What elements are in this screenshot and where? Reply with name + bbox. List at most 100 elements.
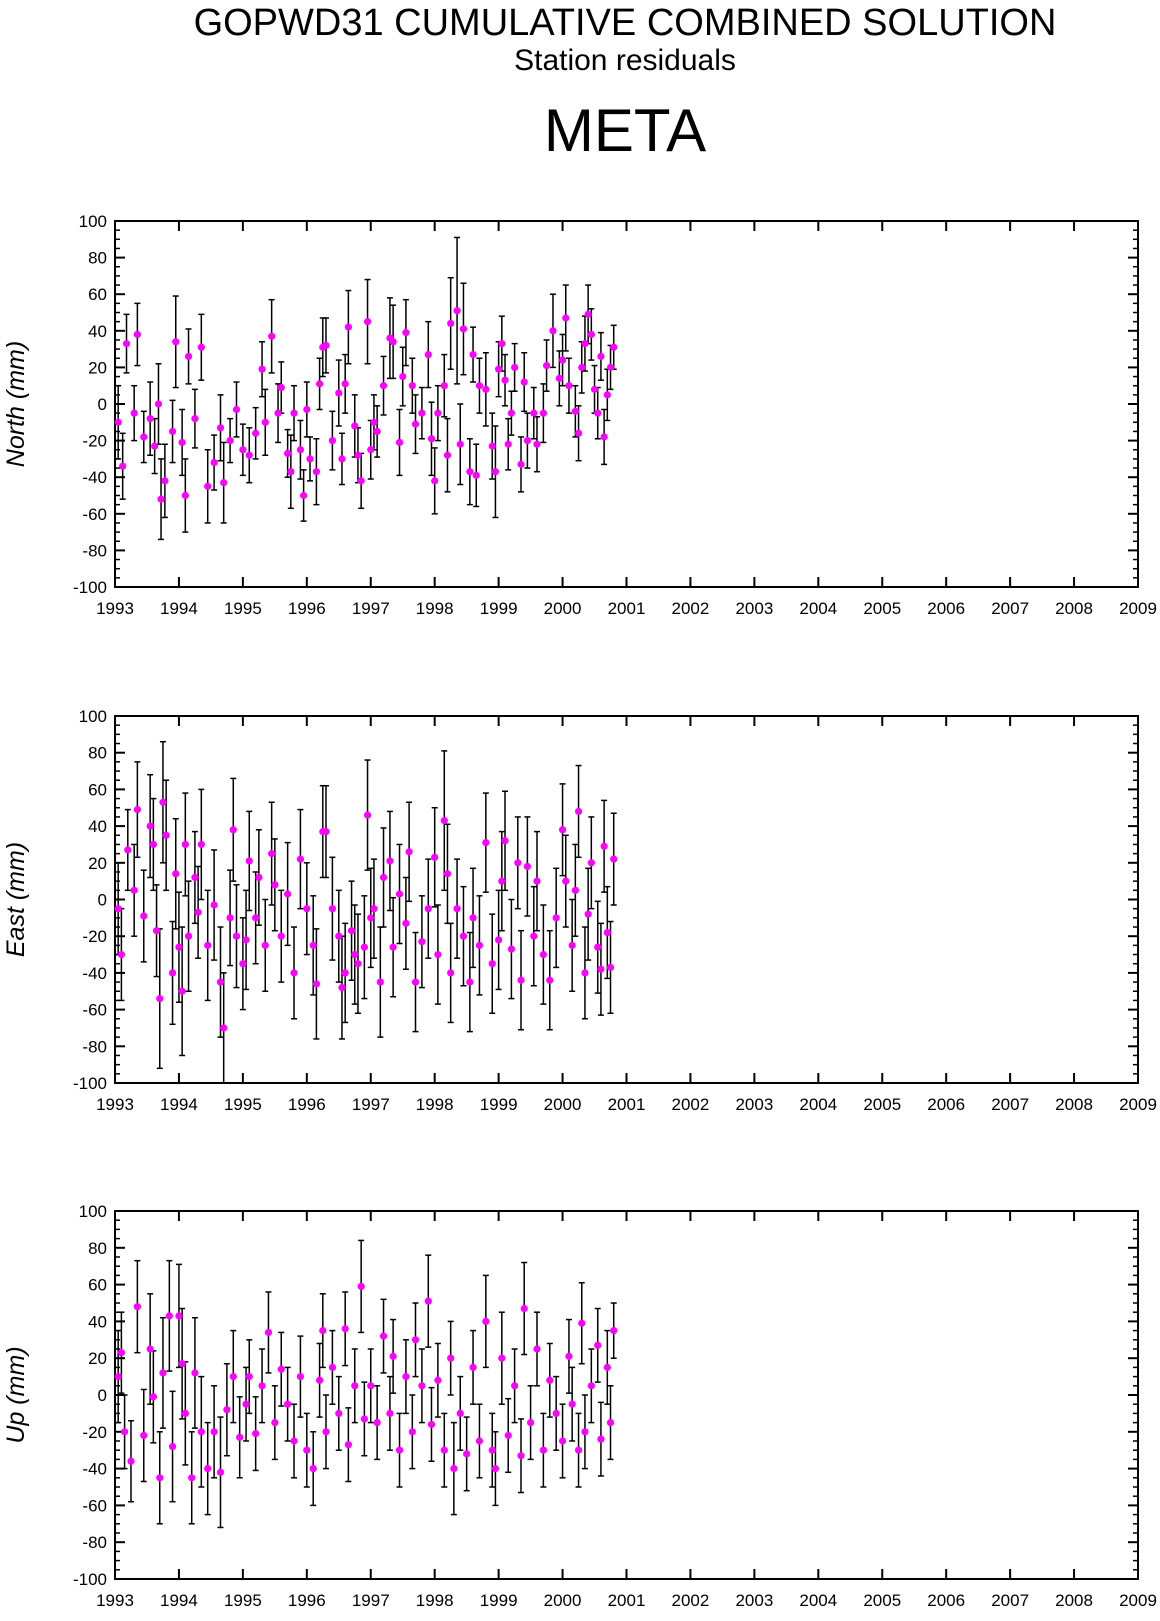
plot-frame xyxy=(114,220,1139,588)
y-axis-title: Up (mm) xyxy=(2,1346,30,1443)
data-point xyxy=(181,1409,189,1417)
data-point xyxy=(242,1400,250,1408)
data-point xyxy=(168,427,177,436)
x-tick-label: 2001 xyxy=(608,599,646,618)
data-point xyxy=(488,960,496,968)
data-point xyxy=(558,356,567,364)
data-point xyxy=(124,846,132,854)
data-point xyxy=(117,950,125,959)
data-point xyxy=(587,859,595,867)
data-point xyxy=(530,932,538,940)
data-point xyxy=(133,805,141,814)
data-point xyxy=(466,468,474,476)
x-tick-label: 2008 xyxy=(1055,599,1093,618)
data-point xyxy=(418,1382,426,1390)
x-tick-label: 1999 xyxy=(480,599,518,618)
x-tick-label: 2007 xyxy=(991,1095,1029,1114)
data-point xyxy=(475,941,484,949)
data-point xyxy=(456,440,464,448)
data-point xyxy=(469,914,477,922)
data-point xyxy=(453,905,461,913)
data-point xyxy=(178,987,186,995)
x-tick-label: 2007 xyxy=(991,599,1029,618)
data-point xyxy=(347,927,356,935)
data-point xyxy=(542,361,551,370)
data-point xyxy=(284,449,292,458)
data-point xyxy=(418,409,426,417)
data-point xyxy=(434,409,442,417)
data-point xyxy=(552,1409,560,1417)
y-tick-label: -100 xyxy=(73,1074,107,1093)
data-point xyxy=(175,1312,183,1320)
data-point xyxy=(354,960,362,968)
data-point xyxy=(216,1468,225,1476)
data-point xyxy=(210,458,218,467)
data-point xyxy=(578,363,586,371)
data-point xyxy=(453,307,461,315)
data-point xyxy=(344,323,352,331)
plot-panel-2: 1993 1994 1995 1996 1997 1998 1999 2000 2001 2002… xyxy=(2,707,1157,1114)
data-point xyxy=(440,816,448,825)
data-point xyxy=(306,455,314,463)
data-point xyxy=(424,1297,432,1305)
x-tick-label: 2000 xyxy=(544,599,582,618)
y-tick-label: 0 xyxy=(98,395,107,414)
data-point xyxy=(181,491,189,500)
data-point xyxy=(498,877,506,885)
x-tick-label: 1994 xyxy=(160,1095,198,1114)
data-point xyxy=(268,332,276,340)
data-point xyxy=(146,415,154,423)
data-point xyxy=(606,963,615,971)
data-point xyxy=(594,409,602,417)
plot-frame xyxy=(114,1210,1139,1580)
data-point xyxy=(539,950,547,959)
data-point xyxy=(122,340,131,348)
data-point xyxy=(533,1345,541,1353)
data-point xyxy=(431,853,439,861)
data-point xyxy=(303,405,311,414)
data-point xyxy=(168,969,177,977)
data-point xyxy=(178,1360,186,1368)
data-point xyxy=(229,1373,237,1381)
data-point xyxy=(533,877,541,885)
x-tick-label: 1995 xyxy=(224,1095,262,1114)
data-point xyxy=(578,1319,586,1327)
data-point xyxy=(568,941,576,949)
data-point xyxy=(411,420,420,428)
data-point xyxy=(229,826,237,834)
data-point xyxy=(491,468,500,476)
data-point xyxy=(197,840,205,849)
plot-panel-1: 1993 1994 1995 1996 1997 1998 1999 2000 2001 2002… xyxy=(2,212,1157,618)
data-point xyxy=(220,479,228,487)
data-point xyxy=(245,451,253,459)
data-point xyxy=(498,1354,506,1362)
data-point xyxy=(210,901,218,909)
x-tick-label: 2004 xyxy=(799,599,837,618)
data-point xyxy=(290,969,298,977)
data-point xyxy=(223,1406,231,1414)
data-point xyxy=(261,418,269,426)
data-point xyxy=(172,338,180,346)
x-tick-label: 1996 xyxy=(288,1095,326,1114)
data-series xyxy=(114,740,618,1084)
data-point xyxy=(581,1428,589,1436)
data-point xyxy=(114,418,122,426)
x-tick-label: 2002 xyxy=(672,1095,710,1114)
data-point xyxy=(161,477,169,485)
data-point xyxy=(236,1433,244,1441)
data-point xyxy=(312,468,321,476)
y-tick-label: 80 xyxy=(88,249,107,268)
data-point xyxy=(191,1369,199,1377)
y-tick-label: 80 xyxy=(88,744,107,763)
data-point xyxy=(405,848,413,856)
data-point xyxy=(443,451,452,459)
data-point xyxy=(252,914,260,922)
data-point xyxy=(165,1312,173,1320)
data-point xyxy=(606,363,615,371)
data-point xyxy=(597,1435,605,1443)
y-tick-label: -40 xyxy=(82,964,107,983)
data-point xyxy=(600,842,608,850)
data-point xyxy=(562,314,570,322)
data-point xyxy=(303,905,311,913)
